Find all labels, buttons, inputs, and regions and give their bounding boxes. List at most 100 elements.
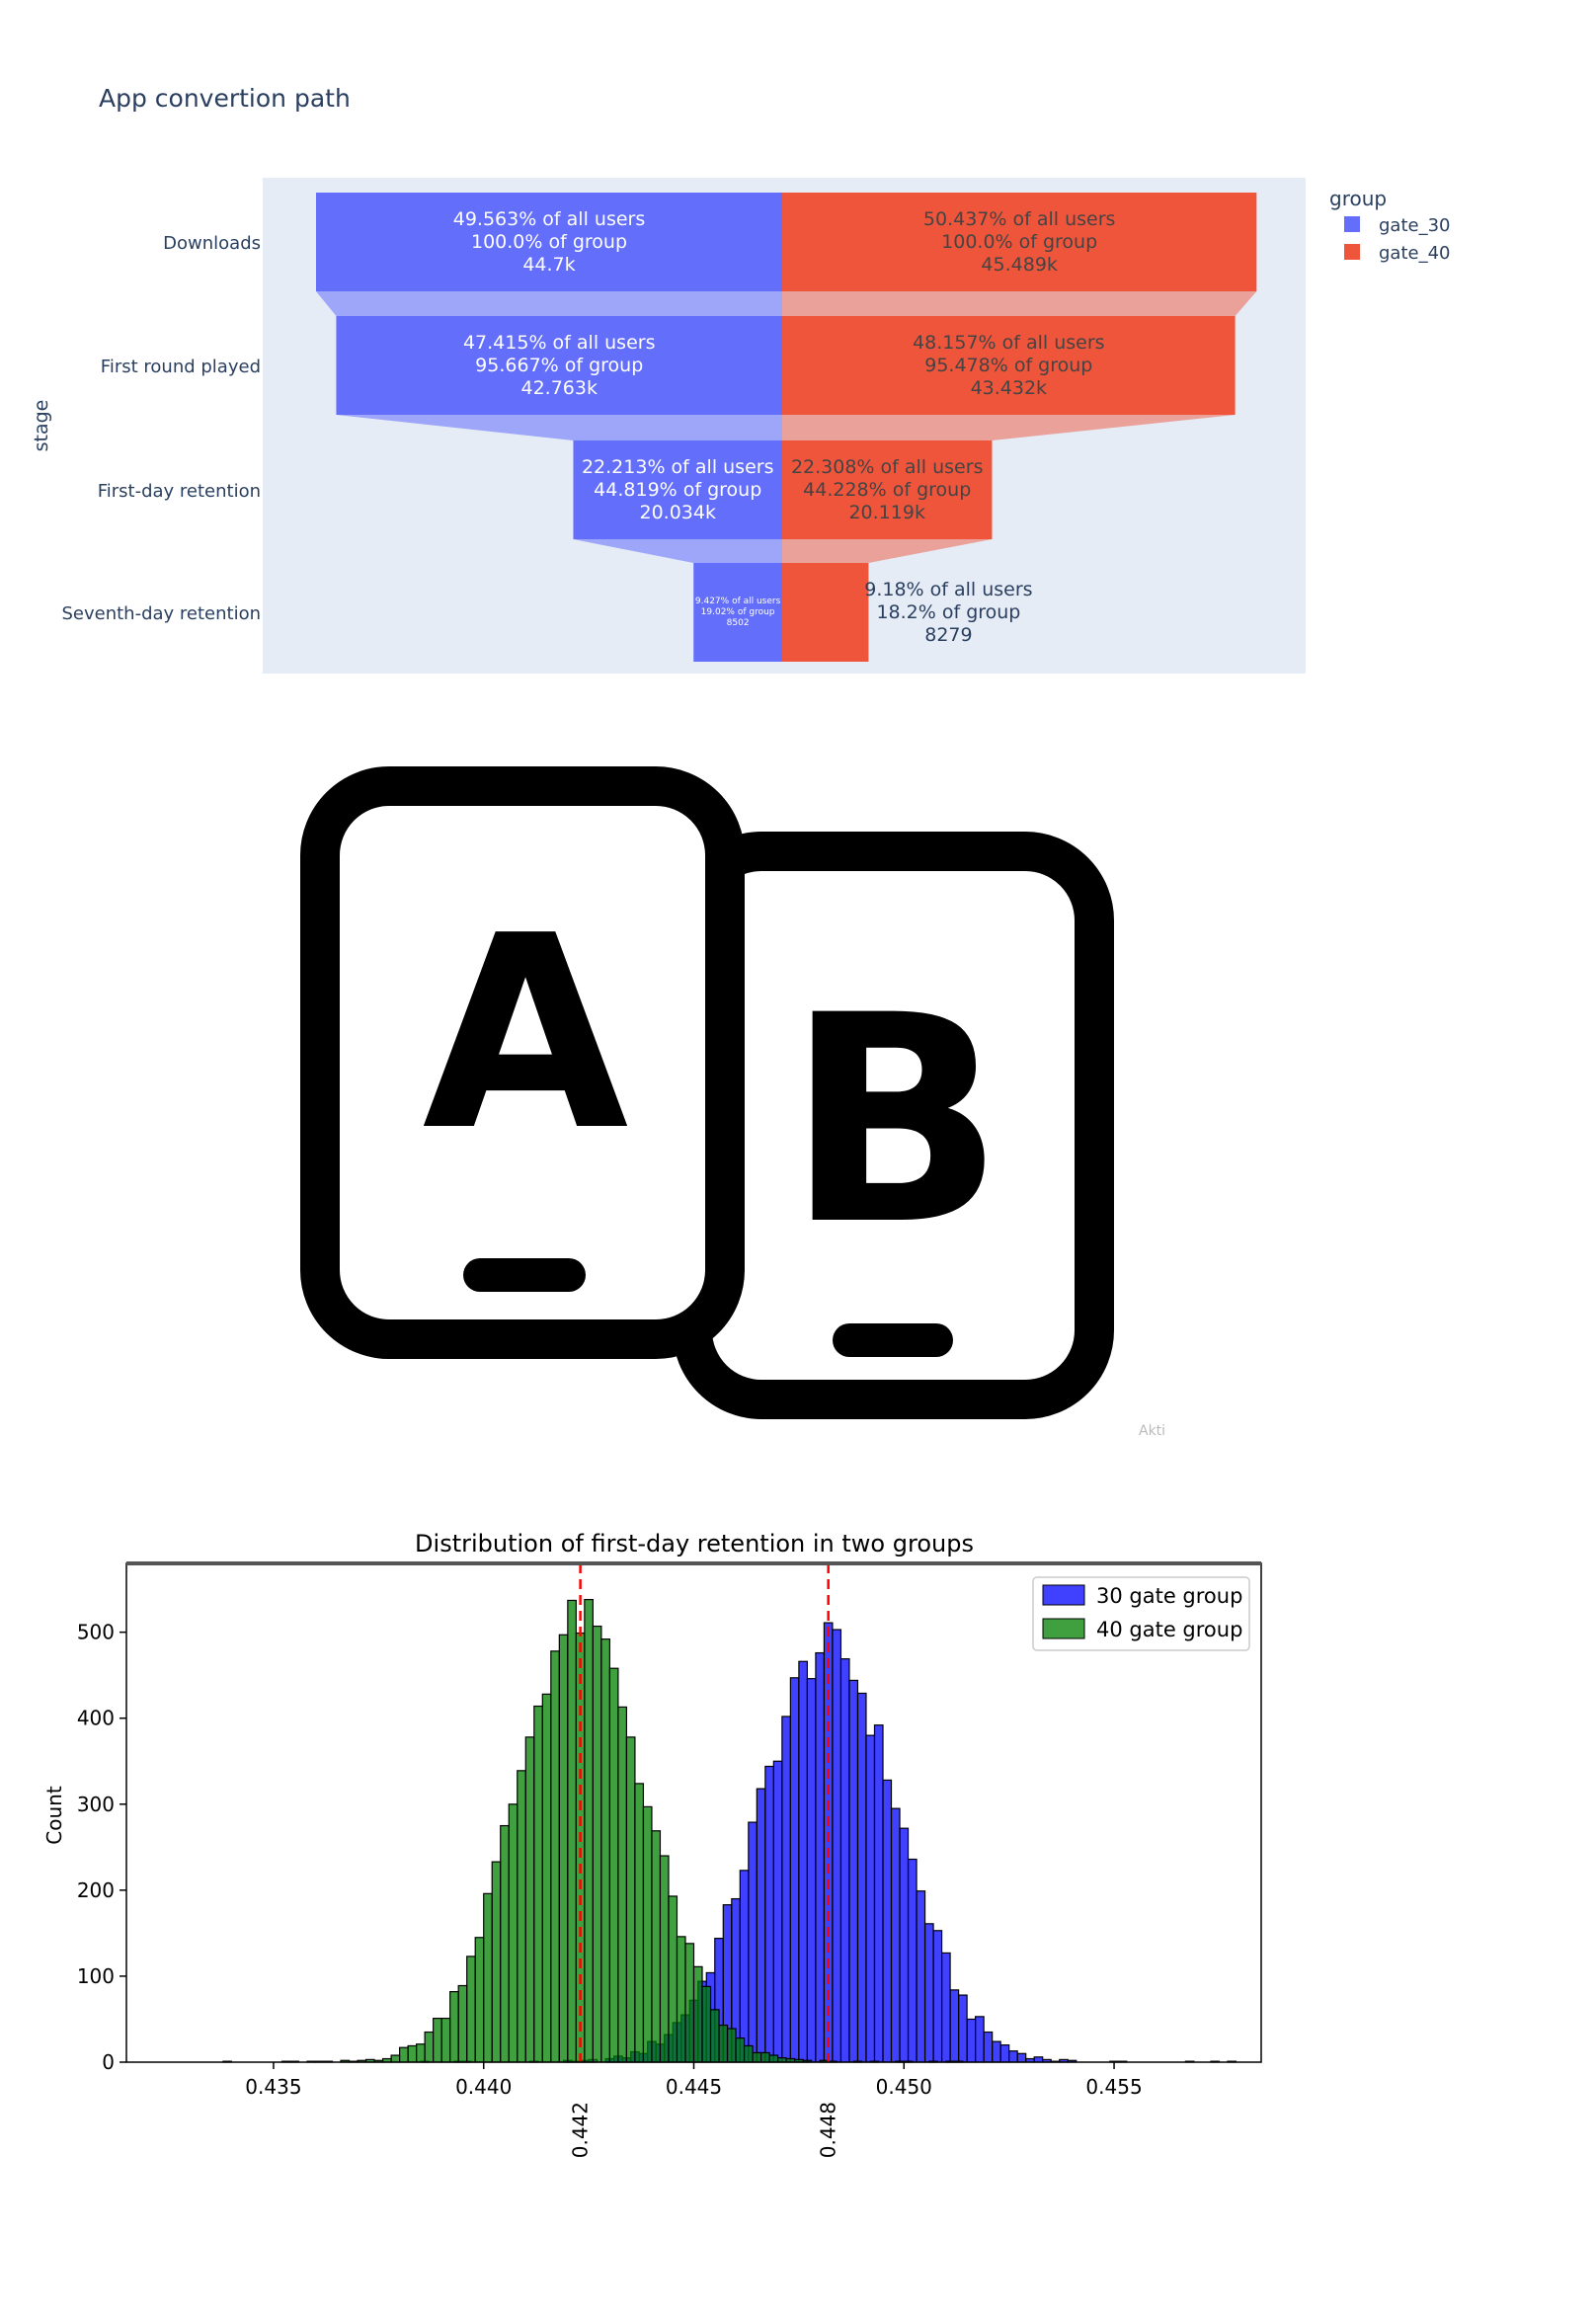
histogram-bin (491, 1861, 502, 2063)
funnel-bar-gate30[interactable] (316, 193, 782, 291)
funnel-bar-gate40[interactable] (782, 563, 869, 662)
x-tick-label: 0.445 (666, 2075, 722, 2099)
histogram-bin (735, 2037, 746, 2063)
connector-gate40 (782, 291, 1257, 316)
funnel-bar-label-gate40: 48.157% of all users (913, 332, 1105, 354)
funnel-legend-title: group (1329, 187, 1387, 210)
funnel-bar-label-gate30: 9.427% of all users (695, 597, 781, 606)
funnel-connectors (316, 291, 1257, 563)
histogram-bin (625, 1736, 636, 2063)
histogram-legend[interactable]: 30 gate group 40 gate group (1032, 1576, 1250, 1651)
histogram-bin (752, 2051, 762, 2063)
legend-swatch-gate40 (1344, 244, 1360, 260)
histogram-bin (806, 1678, 817, 2063)
funnel-bar-gate40[interactable] (782, 316, 1236, 415)
funnel-legend[interactable]: group gate_30 gate_40 (1329, 187, 1451, 264)
funnel-bar-label-gate40: 100.0% of group (941, 231, 1097, 253)
histogram-bin (440, 2017, 451, 2063)
histogram-bin (923, 1923, 934, 2063)
histogram-bars (222, 1598, 1237, 2063)
funnel-bar-gate30[interactable] (693, 563, 782, 662)
x-ticks: 0.435 0.440 0.445 0.450 0.455 (245, 2062, 1143, 2099)
histogram-bin (390, 2054, 401, 2063)
histogram-bin (726, 2028, 737, 2063)
histogram-bin (865, 1734, 876, 2063)
histogram-bin (975, 2016, 985, 2063)
histogram-bin (992, 2040, 1001, 2063)
card-b-icon: B (673, 832, 1114, 1419)
y-tick-label: 200 (77, 1878, 115, 1902)
histogram-bin (399, 2046, 409, 2063)
histogram-bin (676, 1936, 686, 2063)
histogram-bin (798, 1660, 809, 2063)
histogram-bin (483, 1892, 493, 2063)
watermark: Akti (1139, 1423, 1165, 1439)
histogram-bin (832, 1629, 842, 2063)
histogram-bin (457, 1984, 468, 2063)
histogram-bin (659, 1855, 670, 2063)
histogram-title: Distribution of first-day retention in t… (415, 1530, 974, 1557)
funnel-category-labels: Downloads First round played First-day ret… (61, 233, 261, 624)
histogram-bin (558, 1634, 569, 2063)
letter-b: B (786, 955, 1004, 1288)
x-tick-label: 0.455 (1085, 2075, 1142, 2099)
y-tick-label: 500 (77, 1621, 115, 1644)
histogram-bin (608, 1667, 619, 2063)
histogram-bin (533, 1705, 543, 2063)
funnel-bar-gate40[interactable] (782, 193, 1257, 291)
histogram-bin (617, 1706, 628, 2063)
funnel-bar-label-gate30: 8502 (727, 618, 750, 628)
histogram-bin (932, 1930, 943, 2063)
histogram-bin (466, 1956, 476, 2063)
histogram-bin (701, 1985, 712, 2063)
funnel-bar-label-gate40: 22.308% of all users (791, 456, 984, 478)
connector-gate30 (573, 539, 782, 563)
funnel-bar-label-gate40: 18.2% of group (876, 601, 1020, 623)
histogram-bin (739, 1870, 750, 2063)
mean-line-label: 0.448 (817, 2102, 840, 2158)
histogram-bin (634, 1783, 645, 2063)
histogram-bin (957, 1994, 968, 2063)
funnel-bar-label-gate30: 47.415% of all users (463, 332, 656, 354)
legend-label-40-gate[interactable]: 40 gate group (1096, 1618, 1242, 1641)
legend-swatch-40-gate (1042, 1618, 1085, 1639)
histogram-bin (424, 2031, 435, 2063)
funnel-bar-label-gate40: 45.489k (981, 254, 1057, 276)
histogram-bin (882, 1779, 893, 2063)
card-a-icon: A (300, 766, 745, 1359)
legend-label-gate40[interactable]: gate_40 (1379, 243, 1451, 264)
histogram-bin (1016, 2052, 1027, 2063)
histogram-bin (433, 2017, 442, 2063)
histogram-bin (848, 1679, 859, 2063)
connector-gate30 (316, 291, 782, 316)
funnel-title: App convertion path (99, 84, 351, 113)
connector-gate40 (782, 415, 1236, 440)
legend-label-30-gate[interactable]: 30 gate group (1096, 1584, 1242, 1608)
funnel-bar-label-gate40: 95.478% of group (924, 355, 1092, 376)
histogram-bin (651, 1830, 662, 2063)
y-tick-label: 0 (102, 2050, 115, 2074)
funnel-bar-label-gate40: 8279 (924, 624, 972, 646)
histogram-bin (815, 1651, 826, 2063)
funnel-bar-gate30[interactable] (573, 440, 782, 539)
funnel-bar-label-gate30: 44.819% of group (594, 479, 761, 501)
x-tick-label: 0.440 (455, 2075, 512, 2099)
y-tick-label: 400 (77, 1707, 115, 1730)
histogram-bin (789, 1677, 800, 2063)
legend-swatch-30-gate (1042, 1584, 1085, 1606)
histogram-bin (759, 2051, 770, 2063)
mean-line-labels: 0.442 0.448 (569, 2102, 840, 2158)
legend-label-gate30[interactable]: gate_30 (1379, 215, 1451, 236)
funnel-bars (316, 193, 1257, 662)
histogram-bin (890, 1807, 901, 2063)
histogram-bin (1033, 2056, 1044, 2063)
x-tick-label: 0.435 (245, 2075, 301, 2099)
funnel-bar-gate40[interactable] (782, 440, 993, 539)
funnel-category-label: Seventh-day retention (61, 603, 261, 624)
ab-test-logo: B A Akti (300, 766, 1165, 1439)
legend-swatch-gate30 (1344, 216, 1360, 232)
funnel-category-label: Downloads (163, 233, 261, 254)
histogram-bin (899, 1827, 910, 2063)
funnel-bar-gate30[interactable] (336, 316, 782, 415)
